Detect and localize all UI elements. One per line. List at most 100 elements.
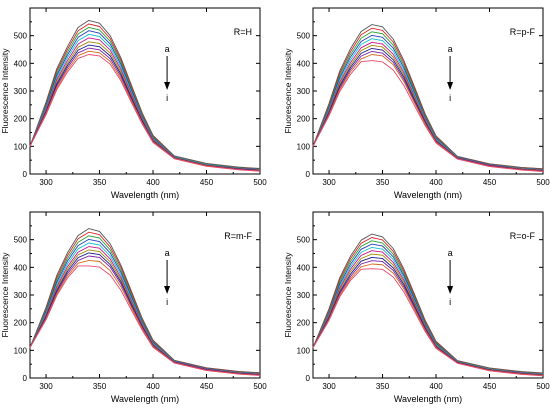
series-line-b <box>29 23 261 170</box>
y-tick-label: 300 <box>297 291 311 300</box>
arrow-start-label: a <box>165 248 170 258</box>
x-tick-label: 300 <box>322 382 336 391</box>
x-tick-label: 500 <box>253 382 267 391</box>
series-line-i <box>312 260 544 376</box>
y-tick-label: 0 <box>306 374 311 383</box>
arrow-end-label: i <box>166 297 168 307</box>
y-tick-label: 200 <box>14 319 28 328</box>
series-line-a <box>29 19 261 169</box>
y-tick-label: 300 <box>297 87 311 96</box>
arrow-head-icon <box>447 286 454 294</box>
series-line-c <box>29 26 261 170</box>
x-tick-label: 300 <box>39 382 53 391</box>
y-tick-label: 200 <box>297 319 311 328</box>
chart-panel-1: 300 350 400 450 500 0 100 200 300 400 500 Wavelengt… <box>0 7 267 200</box>
arrow-head-icon <box>164 82 171 90</box>
plot-frame <box>312 211 544 379</box>
series-line-f <box>29 246 261 375</box>
chart-panel-3: 300 350 400 450 500 0 100 200 300 400 500 Wavelengt… <box>0 211 267 404</box>
series-line-d <box>29 30 261 170</box>
x-tick-label: 400 <box>429 382 443 391</box>
y-tick-label: 400 <box>14 263 28 272</box>
series-line-b <box>312 27 544 170</box>
series-line-c <box>312 240 544 375</box>
series-line-a <box>312 233 544 374</box>
x-tick-label: 400 <box>146 382 160 391</box>
x-axis-title: Wavelength (nm) <box>111 394 179 404</box>
series-line-i <box>312 50 544 172</box>
series-line-c <box>312 31 544 170</box>
panel-label: R=H <box>234 27 252 37</box>
series-line-h <box>29 252 261 376</box>
y-axis-title: Fluorescence Intensity <box>0 252 10 338</box>
x-tick-label: 350 <box>376 178 390 187</box>
y-tick-label: 100 <box>297 142 311 151</box>
arrow-end-label: i <box>449 297 451 307</box>
series-line-g <box>29 249 261 375</box>
x-tick-label: 350 <box>376 382 390 391</box>
panel-label: R=m-F <box>224 231 252 241</box>
chart-panel-2: 300 350 400 450 500 0 100 200 300 400 500 Wavelengt… <box>283 7 550 200</box>
series-line-b <box>312 237 544 374</box>
arrow-start-label: a <box>448 44 453 54</box>
series-line-a <box>312 24 544 170</box>
arrow-end-label: i <box>166 93 168 103</box>
y-tick-label: 500 <box>297 236 311 245</box>
series-line-k <box>312 268 544 377</box>
panel-label: R=o-F <box>510 231 536 241</box>
y-axis-title: Fluorescence Intensity <box>283 252 293 338</box>
x-tick-label: 500 <box>536 382 550 391</box>
panel-label: R=p-F <box>510 27 536 37</box>
series-line-c <box>29 235 261 374</box>
series-line-k <box>29 54 261 172</box>
x-tick-label: 450 <box>483 178 497 187</box>
x-tick-label: 400 <box>146 178 160 187</box>
x-tick-label: 450 <box>200 382 214 391</box>
x-axis-title: Wavelength (nm) <box>111 190 179 200</box>
arrow-start-label: a <box>448 248 453 258</box>
series-line-g <box>312 44 544 171</box>
y-tick-label: 0 <box>23 170 28 179</box>
arrow-head-icon <box>447 82 454 90</box>
y-tick-label: 200 <box>297 115 311 124</box>
series-line-a <box>29 228 261 374</box>
x-tick-label: 400 <box>429 178 443 187</box>
x-tick-label: 500 <box>536 178 550 187</box>
y-tick-label: 100 <box>14 142 28 151</box>
y-axis-title: Fluorescence Intensity <box>283 48 293 134</box>
x-tick-label: 350 <box>93 178 107 187</box>
arrow-start-label: a <box>165 44 170 54</box>
y-tick-label: 400 <box>14 59 28 68</box>
y-tick-label: 300 <box>14 87 28 96</box>
series-line-f <box>312 41 544 171</box>
y-tick-label: 0 <box>23 374 28 383</box>
x-tick-label: 450 <box>200 178 214 187</box>
y-axis-title: Fluorescence Intensity <box>0 48 10 134</box>
series-line-j <box>29 259 261 376</box>
arrow-head-icon <box>164 286 171 294</box>
x-axis-title: Wavelength (nm) <box>394 190 462 200</box>
series-line-k <box>312 60 544 172</box>
x-tick-label: 300 <box>39 178 53 187</box>
x-tick-label: 450 <box>483 382 497 391</box>
chart-panel-4: 300 350 400 450 500 0 100 200 300 400 500 Wavelengt… <box>283 211 550 404</box>
y-tick-label: 400 <box>297 263 311 272</box>
x-tick-label: 350 <box>93 382 107 391</box>
y-tick-label: 500 <box>14 32 28 41</box>
x-tick-label: 500 <box>253 178 267 187</box>
y-tick-label: 100 <box>297 346 311 355</box>
y-tick-label: 500 <box>297 32 311 41</box>
arrow-end-label: i <box>449 93 451 103</box>
plot-frame <box>312 7 544 175</box>
x-tick-label: 300 <box>322 178 336 187</box>
series-line-b <box>29 231 261 374</box>
series-line-h <box>312 47 544 172</box>
y-tick-label: 500 <box>14 236 28 245</box>
y-tick-label: 0 <box>306 170 311 179</box>
y-tick-label: 400 <box>297 59 311 68</box>
plot-frame <box>29 7 261 175</box>
y-tick-label: 200 <box>14 115 28 124</box>
y-tick-label: 300 <box>14 291 28 300</box>
